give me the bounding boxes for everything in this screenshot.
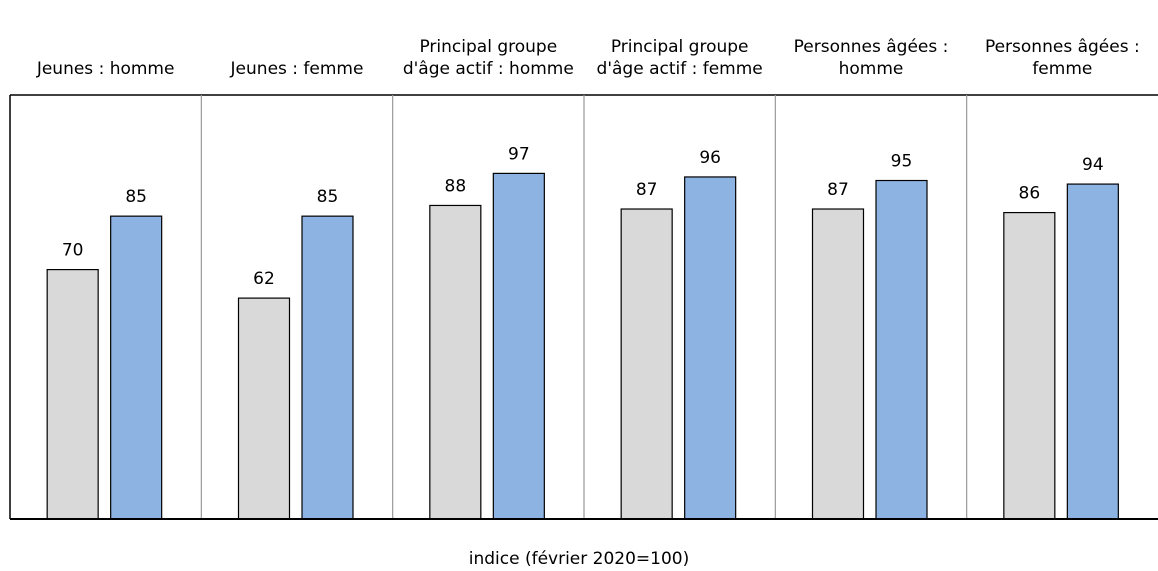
value-label: 88 [445, 176, 467, 196]
bar [1003, 211, 1056, 520]
bar [46, 268, 99, 520]
value-label: 87 [636, 180, 658, 200]
bar [1066, 183, 1119, 520]
bar [620, 208, 673, 520]
category-label: Principal groupe d'âge actif : homme [402, 37, 574, 79]
bar [875, 179, 928, 520]
value-label: 85 [125, 187, 147, 207]
bar [301, 215, 354, 520]
bar [429, 204, 482, 520]
bar [110, 215, 163, 520]
bar [811, 208, 865, 520]
value-label: 97 [508, 144, 530, 164]
category-label: Personnes âgées : femme [984, 37, 1140, 79]
category-label: Personnes âgées : homme [793, 37, 949, 79]
value-label: 86 [1019, 184, 1041, 204]
value-label: 94 [1082, 155, 1104, 175]
category-label: Jeunes : femme [230, 59, 364, 79]
value-label: 87 [827, 180, 849, 200]
bar [237, 297, 291, 520]
value-label: 95 [891, 152, 913, 172]
category-label: Jeunes : homme [36, 59, 175, 79]
value-label: 96 [699, 148, 721, 168]
category-label: Principal groupe d'âge actif : femme [596, 37, 763, 79]
value-label: 85 [317, 187, 339, 207]
x-axis-label: indice (février 2020=100) [468, 549, 690, 569]
value-label: 62 [253, 269, 275, 289]
bar [492, 172, 545, 520]
value-label: 70 [62, 241, 84, 261]
bar [684, 176, 737, 520]
